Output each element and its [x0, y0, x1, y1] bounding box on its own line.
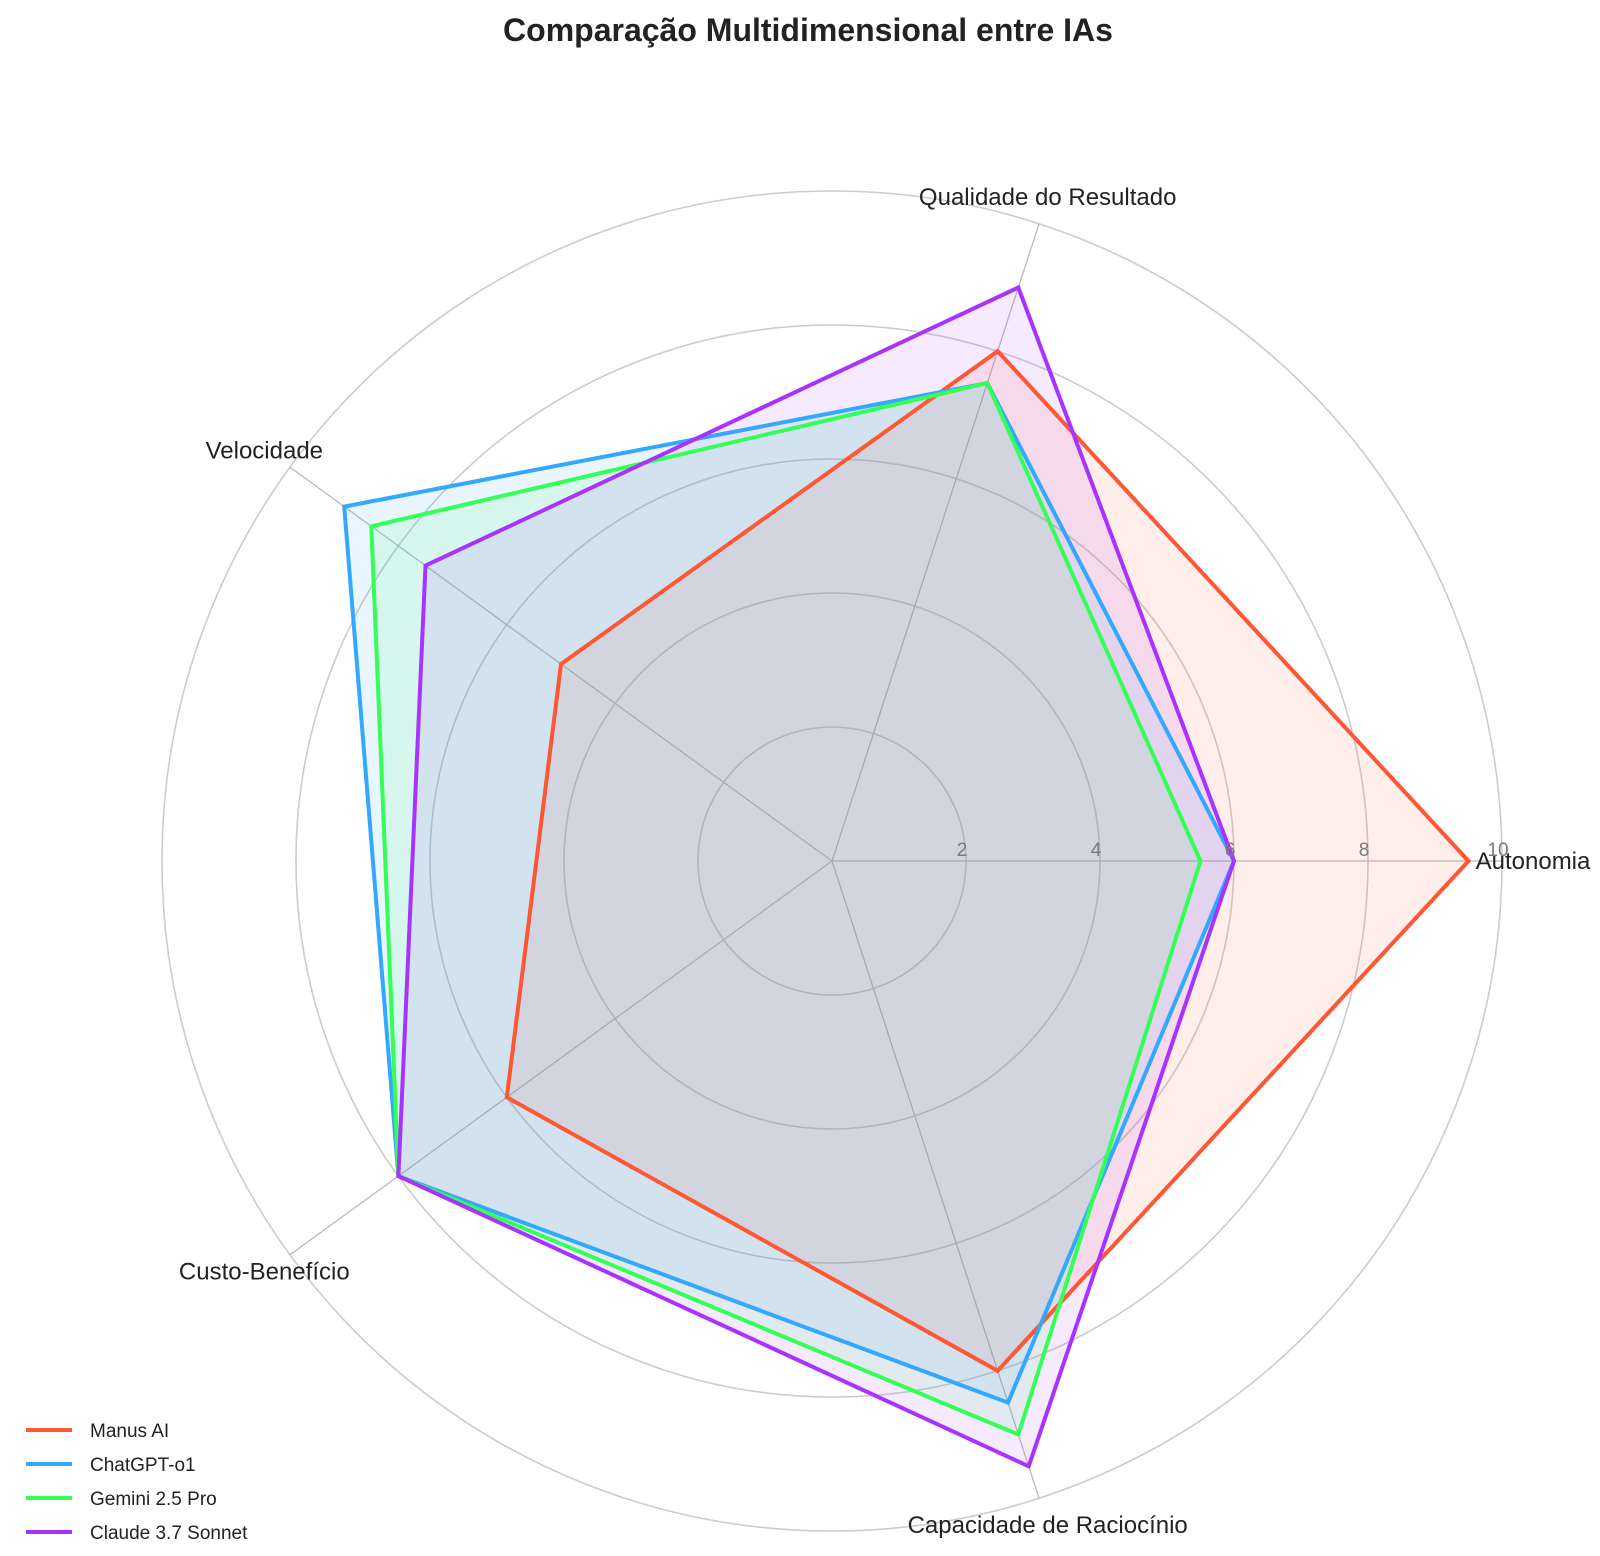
tick-label-4: 10 [1487, 840, 1508, 861]
legend: Manus AI ChatGPT-o1 Gemini 2.5 Pro Claude 3… [26, 1421, 248, 1544]
tick-label-2: 6 [1225, 840, 1236, 861]
legend-label-1: ChatGPT-o1 [90, 1455, 196, 1476]
series-fill-1 [344, 383, 1234, 1403]
radar-grid [161, 190, 1503, 1532]
legend-label-2: Gemini 2.5 Pro [90, 1489, 217, 1510]
legend-label-0: Manus AI [90, 1421, 169, 1442]
axis-labels: Autonomia Qualidade do Resultado Velocidad… [179, 184, 1591, 1539]
tick-label-0: 2 [957, 840, 968, 861]
radar-series [342, 284, 1472, 1470]
grid-spoke-4 [831, 860, 1040, 1499]
axis-label-3: Custo-Benefício [179, 1258, 350, 1285]
chart-title: Comparação Multidimensional entre IAs [503, 12, 1113, 48]
axis-label-4: Capacidade de Raciocínio [908, 1512, 1188, 1539]
grid-spoke-3 [289, 860, 833, 1256]
grid-spoke-1 [831, 223, 1040, 862]
legend-label-3: Claude 3.7 Sonnet [90, 1523, 248, 1544]
series-fill-2 [371, 383, 1201, 1435]
series-line-1 [342, 380, 1237, 1406]
axis-label-0: Autonomia [1476, 848, 1591, 875]
series-line-2 [369, 380, 1203, 1438]
radial-tick-labels: 2 4 6 8 10 [957, 840, 1509, 861]
series-line-3 [396, 284, 1237, 1470]
series-fill-3 [398, 287, 1234, 1467]
series-fill-0 [506, 351, 1469, 1371]
tick-label-1: 4 [1091, 840, 1102, 861]
axis-label-1: Qualidade do Resultado [919, 184, 1177, 211]
axis-label-2: Velocidade [206, 438, 323, 465]
tick-label-3: 8 [1359, 840, 1370, 861]
